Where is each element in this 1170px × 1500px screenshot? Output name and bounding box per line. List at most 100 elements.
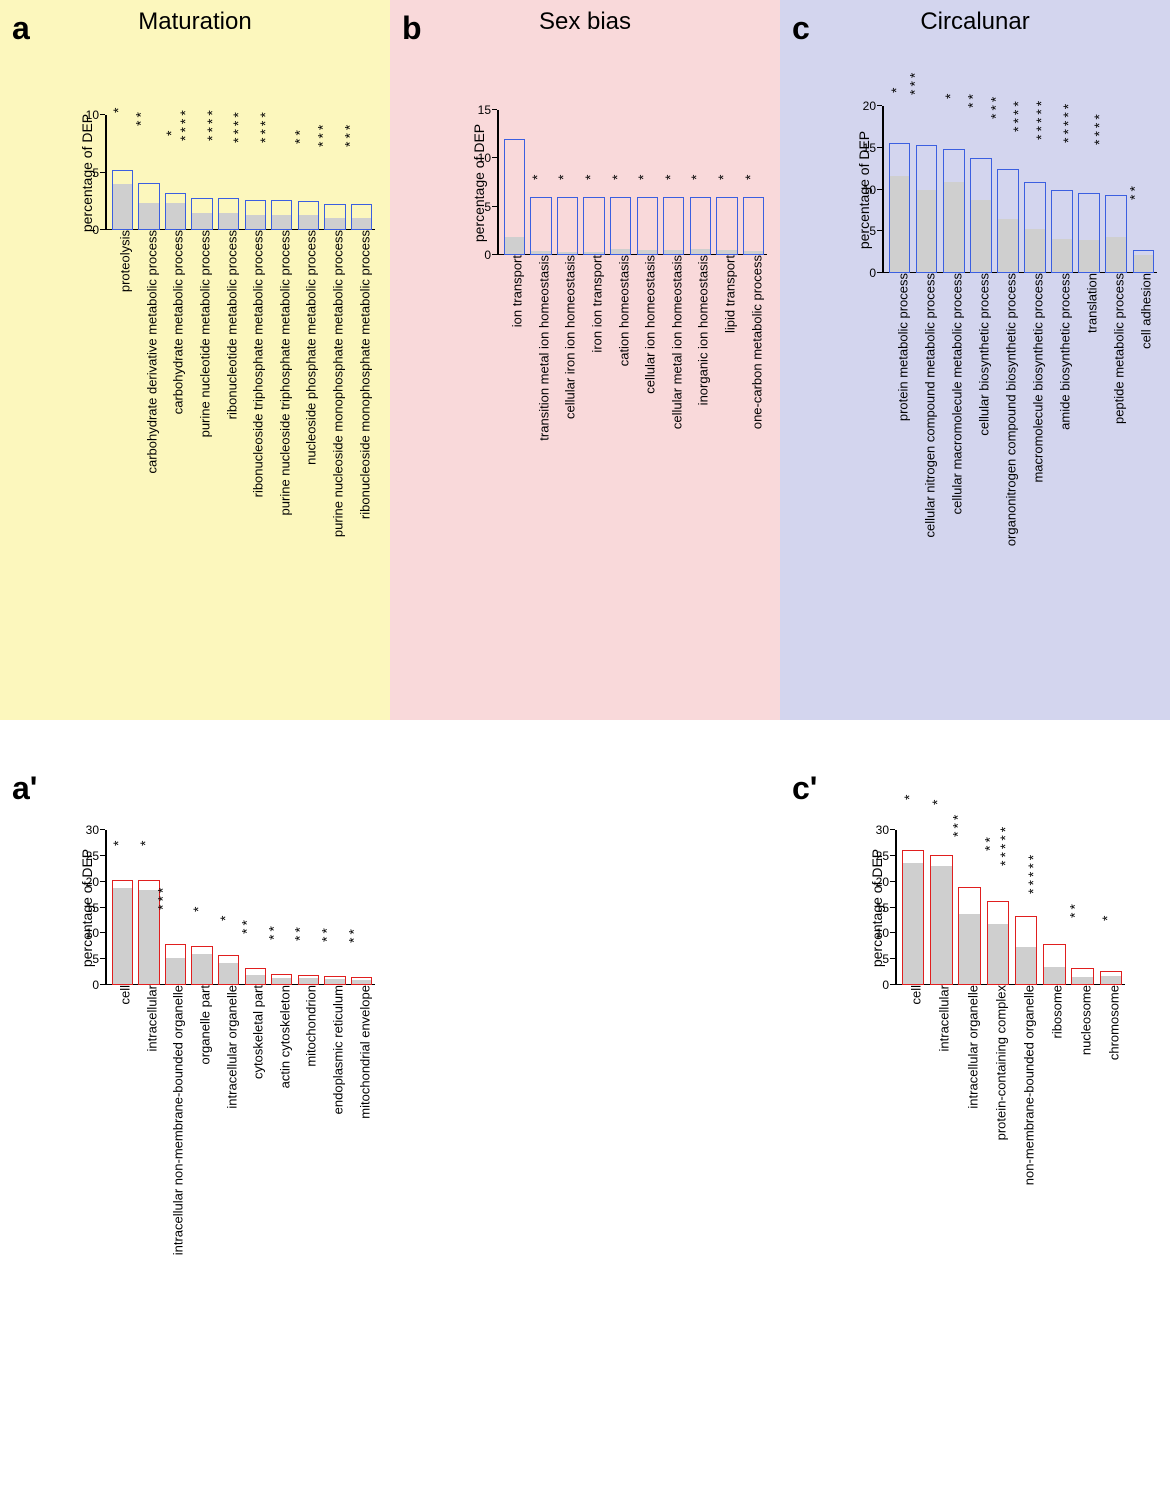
category-label: mitochondrion <box>298 985 319 1067</box>
bar-outer <box>191 198 212 230</box>
category-label: intracellular organelle <box>218 985 239 1109</box>
bar-outer <box>610 197 631 255</box>
bar-column: *cell <box>899 850 927 985</box>
bar-outer <box>138 183 159 230</box>
bar-column: **nucleosome <box>1069 968 1097 985</box>
bar-outer <box>1024 182 1046 273</box>
bar-column: **cell adhesion <box>1130 250 1157 273</box>
ytick-mark <box>100 907 105 908</box>
category-label: lipid transport <box>717 255 738 333</box>
bar-outer <box>218 198 239 230</box>
ytick-mark <box>100 984 105 985</box>
significance-stars: **** <box>177 107 193 141</box>
bar-inner <box>246 215 265 229</box>
significance-stars: ** <box>345 926 361 943</box>
y-axis <box>497 110 499 255</box>
bar-column: ****ribonucleotide metabolic process <box>215 198 242 230</box>
bar-outer <box>690 197 711 255</box>
significance-stars: * <box>137 838 153 846</box>
ytick-mark <box>890 932 895 933</box>
ytick-mark <box>877 147 882 148</box>
ytick-mark <box>890 984 895 985</box>
bar-inner <box>352 980 371 984</box>
bar-inner <box>299 215 318 229</box>
significance-stars: **** <box>204 107 220 141</box>
y-axis <box>895 830 897 985</box>
bar-outer <box>1133 250 1155 273</box>
bar-column: *cation homeostasis <box>607 197 634 255</box>
ytick-mark <box>100 829 105 830</box>
category-label: purine nucleoside monophosphate metaboli… <box>325 230 346 537</box>
panel-a: aMaturation0510percentage of DEP*proteol… <box>0 0 390 720</box>
bar-outer <box>245 968 266 985</box>
bar-inner <box>1052 239 1072 272</box>
category-label: iron ion transport <box>584 255 605 353</box>
bar-inner <box>113 888 132 984</box>
y-axis-label: percentage of DEP <box>79 848 95 966</box>
significance-stars: *** <box>314 121 330 146</box>
bar-inner <box>1025 229 1045 272</box>
category-label: cellular metal ion homeostasis <box>663 255 684 429</box>
bar-inner <box>219 213 238 229</box>
significance-stars: ** <box>319 925 335 942</box>
significance-stars: * <box>1099 912 1115 920</box>
ytick-mark <box>100 958 105 959</box>
bar-outer <box>165 193 186 230</box>
category-label: non-membrane-bounded organelle <box>1016 985 1037 1185</box>
bar-outer <box>970 158 992 273</box>
y-axis-label: percentage of DEP <box>471 123 487 241</box>
ytick-mark <box>877 272 882 273</box>
category-label: purine nucleoside triphosphate metabolic… <box>271 230 292 515</box>
category-label: chromosome <box>1100 985 1121 1060</box>
significance-stars: **** <box>1091 111 1107 145</box>
bar-outer <box>218 955 239 985</box>
significance-stars: * <box>929 796 945 804</box>
ytick-mark <box>100 932 105 933</box>
bars-container: *cell*intracellular***intracellular non-… <box>109 830 375 985</box>
significance-stars: **** <box>257 109 273 143</box>
bar-column: *organelle part <box>189 946 216 985</box>
panel-title: Circalunar <box>780 8 1170 36</box>
bar-column: *iron ion transport <box>581 197 608 255</box>
bar-inner <box>272 978 291 984</box>
bar-outer <box>1043 944 1066 985</box>
bar-outer <box>997 169 1019 273</box>
significance-stars: ** <box>265 923 281 940</box>
category-label: cellular iron ion homeostasis <box>557 255 578 419</box>
y-axis-label: percentage of DEP <box>856 130 872 248</box>
bar-inner <box>1072 977 1093 984</box>
bar-inner <box>917 190 937 272</box>
bar-column: **carbohydrate derivative metabolic proc… <box>136 183 163 230</box>
ytick-label: 30 <box>86 823 105 837</box>
bar-outer <box>557 197 578 255</box>
bar-inner <box>1106 237 1126 272</box>
significance-stars: * <box>555 172 571 180</box>
bar-column: *chromosome <box>1097 971 1125 985</box>
significance-stars: **** <box>1010 98 1026 132</box>
chart: 051015percentage of DEPion transport*tra… <box>497 110 767 255</box>
bar-column: ion transport <box>501 139 528 255</box>
significance-stars: * <box>110 838 126 846</box>
bar-outer <box>583 197 604 255</box>
category-label: organonitrogen compound biosynthetic pro… <box>997 273 1018 546</box>
bar-inner <box>998 219 1018 272</box>
bar-inner <box>931 866 952 984</box>
category-label: cellular nitrogen compound metabolic pro… <box>916 273 937 537</box>
category-label: ribonucleotide metabolic process <box>218 230 239 419</box>
bar-column: ***intracellular non-membrane-bounded or… <box>162 944 189 985</box>
significance-stars: ***** <box>1033 98 1049 140</box>
bar-inner <box>971 200 991 272</box>
bar-inner <box>352 218 371 230</box>
bar-outer <box>530 197 551 255</box>
chart: 051015202530percentage of DEP*cell*intra… <box>105 830 375 985</box>
panel-b: bSex bias051015percentage of DEPion tran… <box>390 0 780 720</box>
bar-outer <box>324 204 345 230</box>
bar-column: ***intracellular organelle <box>956 887 984 985</box>
significance-stars: *** <box>341 121 357 146</box>
significance-stars: ** <box>239 918 255 935</box>
significance-stars: * <box>190 903 206 911</box>
significance-stars: *** <box>155 884 171 909</box>
significance-stars: ** <box>1127 183 1143 200</box>
bar-column: ***cellular nitrogen compound metabolic … <box>913 145 940 273</box>
significance-stars: * <box>887 84 903 92</box>
